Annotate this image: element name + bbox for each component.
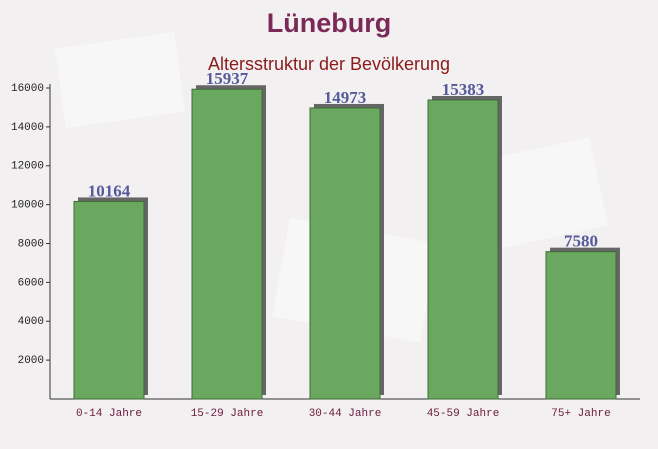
x-tick-label: 30-44 Jahre [309,408,382,420]
x-tick-label: 0-14 Jahre [76,408,142,420]
y-tick-label: 4000 [18,316,44,328]
chart-subtitle: Altersstruktur der Bevölkerung [208,54,450,74]
bg-shape [55,32,185,128]
bar [427,99,499,400]
x-tick-label: 15-29 Jahre [191,408,264,420]
y-tick-label: 6000 [18,277,44,289]
bar [545,251,617,400]
value-label: 15937 [206,69,249,88]
y-tick-label: 2000 [18,355,44,367]
bar [191,88,263,400]
x-tick-label: 75+ Jahre [551,408,610,420]
value-label: 14973 [324,88,367,107]
value-label: 7580 [564,232,598,251]
y-tick-label: 14000 [11,122,44,134]
y-tick-label: 12000 [11,161,44,173]
y-tick-label: 16000 [11,83,44,95]
bar [309,107,381,400]
value-label: 15383 [442,80,485,99]
y-tick-label: 10000 [11,200,44,212]
value-label: 10164 [88,181,131,200]
x-tick-label: 45-59 Jahre [427,408,500,420]
y-tick-label: 8000 [18,238,44,250]
bar [73,200,145,400]
chart-title: Lüneburg [267,8,391,38]
